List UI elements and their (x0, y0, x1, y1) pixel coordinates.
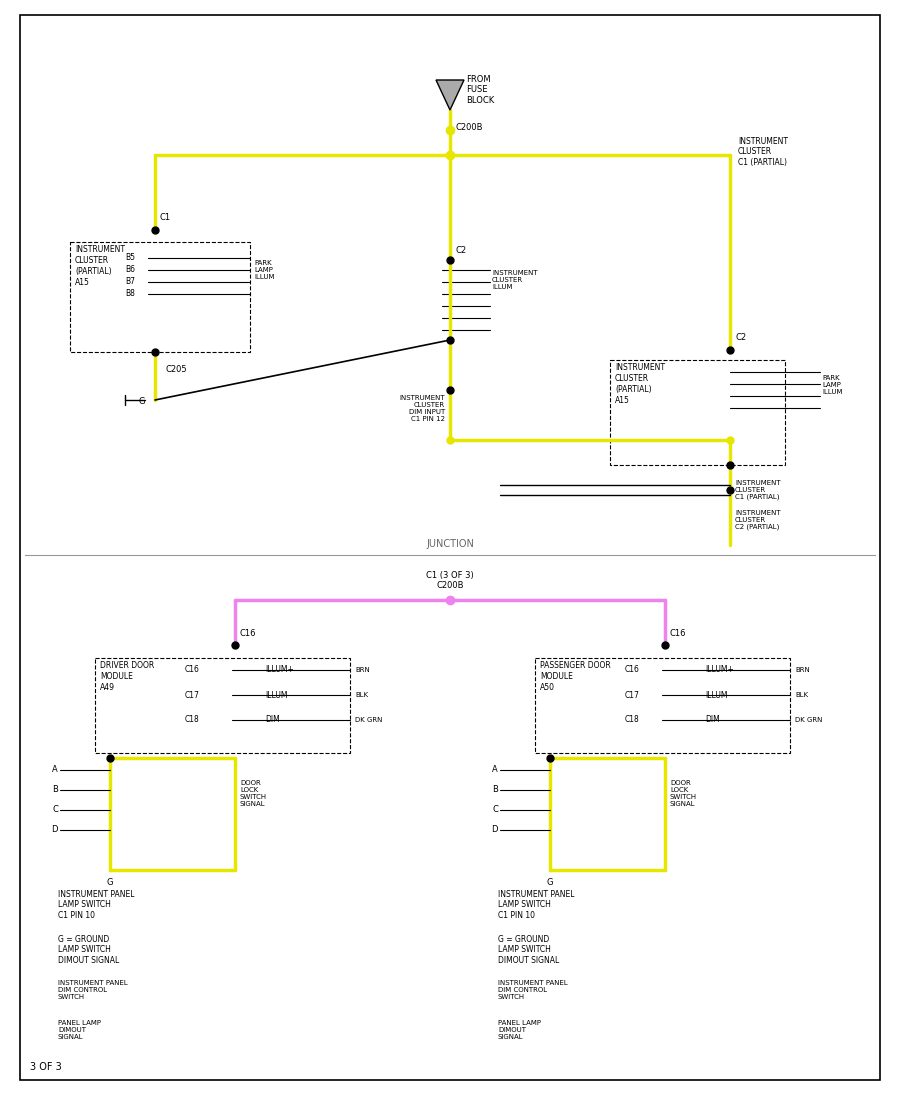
Text: A15: A15 (75, 278, 90, 287)
Bar (95, 658, 350, 754)
Text: C16: C16 (185, 666, 200, 674)
Text: C2: C2 (455, 246, 466, 255)
Text: G: G (139, 397, 145, 407)
Text: ILLUM+: ILLUM+ (265, 666, 294, 674)
Text: G: G (107, 878, 113, 887)
Text: C200B: C200B (455, 123, 482, 132)
Text: INSTRUMENT: INSTRUMENT (615, 363, 665, 372)
Text: INSTRUMENT
CLUSTER
ILLUM: INSTRUMENT CLUSTER ILLUM (492, 270, 537, 290)
Text: A49: A49 (100, 683, 115, 692)
Text: D: D (51, 825, 58, 835)
Text: CLUSTER: CLUSTER (75, 256, 109, 265)
Text: INSTRUMENT
CLUSTER
DIM INPUT
C1 PIN 12: INSTRUMENT CLUSTER DIM INPUT C1 PIN 12 (400, 395, 445, 422)
Bar (535, 658, 790, 754)
Text: ILLUM+: ILLUM+ (705, 666, 734, 674)
Text: DIM: DIM (265, 715, 280, 725)
Text: C16: C16 (670, 629, 687, 638)
Text: PASSENGER DOOR: PASSENGER DOOR (540, 661, 611, 670)
Text: A50: A50 (540, 683, 555, 692)
Text: C16: C16 (625, 666, 640, 674)
Text: C17: C17 (625, 691, 640, 700)
Text: A15: A15 (615, 396, 630, 405)
Text: C17: C17 (185, 691, 200, 700)
Text: A: A (52, 766, 58, 774)
Text: B7: B7 (125, 277, 135, 286)
Text: C2: C2 (735, 333, 746, 342)
Text: BLK: BLK (795, 692, 808, 698)
Bar (610, 360, 785, 465)
Text: BRN: BRN (795, 667, 810, 673)
Text: INSTRUMENT
CLUSTER
C1 (PARTIAL): INSTRUMENT CLUSTER C1 (PARTIAL) (735, 480, 780, 501)
Text: DRIVER DOOR: DRIVER DOOR (100, 661, 154, 670)
Text: (PARTIAL): (PARTIAL) (615, 385, 652, 394)
Text: INSTRUMENT PANEL
LAMP SWITCH
C1 PIN 10: INSTRUMENT PANEL LAMP SWITCH C1 PIN 10 (58, 890, 134, 920)
Text: PARK
LAMP
ILLUM: PARK LAMP ILLUM (254, 260, 274, 280)
Text: C1: C1 (159, 213, 170, 222)
Text: DOOR
LOCK
SWITCH
SIGNAL: DOOR LOCK SWITCH SIGNAL (670, 780, 698, 807)
Text: B: B (492, 785, 498, 794)
Text: FROM
FUSE
BLOCK: FROM FUSE BLOCK (466, 75, 494, 104)
Text: INSTRUMENT: INSTRUMENT (75, 245, 125, 254)
Text: B6: B6 (125, 265, 135, 275)
Text: G: G (547, 878, 553, 887)
Text: JUNCTION: JUNCTION (426, 539, 474, 549)
Text: BLK: BLK (355, 692, 368, 698)
Text: C1 (3 OF 3)
C200B: C1 (3 OF 3) C200B (426, 571, 474, 590)
Text: G = GROUND
LAMP SWITCH
DIMOUT SIGNAL: G = GROUND LAMP SWITCH DIMOUT SIGNAL (58, 935, 119, 965)
Text: DIM: DIM (705, 715, 720, 725)
Text: DK GRN: DK GRN (795, 717, 823, 723)
Text: INSTRUMENT
CLUSTER
C2 (PARTIAL): INSTRUMENT CLUSTER C2 (PARTIAL) (735, 510, 780, 530)
Text: INSTRUMENT PANEL
DIM CONTROL
SWITCH: INSTRUMENT PANEL DIM CONTROL SWITCH (498, 980, 568, 1000)
Text: PARK
LAMP
ILLUM: PARK LAMP ILLUM (822, 375, 842, 395)
Text: C18: C18 (185, 715, 200, 725)
Text: C16: C16 (240, 629, 256, 638)
Text: 3 OF 3: 3 OF 3 (30, 1062, 62, 1072)
Text: DK GRN: DK GRN (355, 717, 382, 723)
Text: A: A (492, 766, 498, 774)
Text: BRN: BRN (355, 667, 370, 673)
Text: MODULE: MODULE (540, 672, 573, 681)
Text: C: C (52, 805, 58, 814)
Text: G = GROUND
LAMP SWITCH
DIMOUT SIGNAL: G = GROUND LAMP SWITCH DIMOUT SIGNAL (498, 935, 559, 965)
Polygon shape (436, 80, 464, 110)
Text: CLUSTER: CLUSTER (615, 374, 649, 383)
Text: ILLUM-: ILLUM- (705, 691, 730, 700)
Text: PANEL LAMP
DIMOUT
SIGNAL: PANEL LAMP DIMOUT SIGNAL (58, 1020, 101, 1040)
Text: B: B (52, 785, 58, 794)
Text: DOOR
LOCK
SWITCH
SIGNAL: DOOR LOCK SWITCH SIGNAL (240, 780, 267, 807)
Text: PANEL LAMP
DIMOUT
SIGNAL: PANEL LAMP DIMOUT SIGNAL (498, 1020, 541, 1040)
Text: B8: B8 (125, 289, 135, 298)
Text: C205: C205 (165, 365, 186, 374)
Text: C18: C18 (625, 715, 640, 725)
Text: (PARTIAL): (PARTIAL) (75, 267, 112, 276)
Text: MODULE: MODULE (100, 672, 133, 681)
Text: INSTRUMENT PANEL
DIM CONTROL
SWITCH: INSTRUMENT PANEL DIM CONTROL SWITCH (58, 980, 128, 1000)
Text: D: D (491, 825, 498, 835)
Text: INSTRUMENT
CLUSTER
C1 (PARTIAL): INSTRUMENT CLUSTER C1 (PARTIAL) (738, 138, 788, 167)
Text: B5: B5 (125, 253, 135, 263)
Text: C: C (492, 805, 498, 814)
Text: ILLUM-: ILLUM- (265, 691, 290, 700)
Text: INSTRUMENT PANEL
LAMP SWITCH
C1 PIN 10: INSTRUMENT PANEL LAMP SWITCH C1 PIN 10 (498, 890, 574, 920)
Bar (70, 242, 250, 352)
